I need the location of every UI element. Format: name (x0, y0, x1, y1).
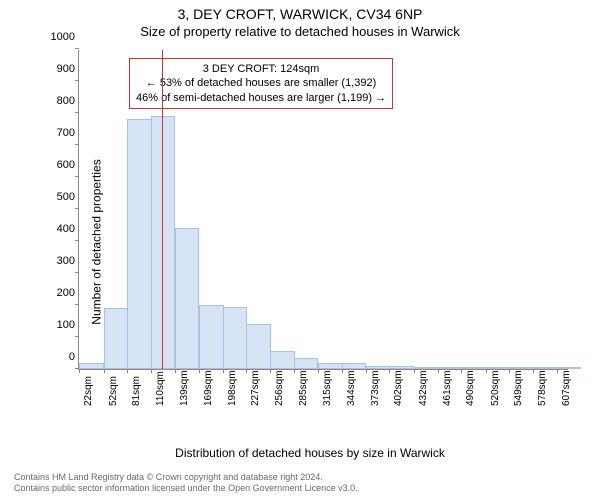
histogram-bar (246, 324, 271, 369)
x-tick-mark (246, 369, 247, 373)
y-tick-mark (75, 208, 79, 209)
x-tick-label: 344sqm (346, 370, 357, 406)
histogram-bar (318, 363, 343, 369)
x-tick-label: 52sqm (108, 376, 119, 406)
histogram-bar (199, 305, 224, 369)
x-tick-label: 402sqm (393, 370, 404, 406)
y-tick-label: 200 (43, 287, 75, 299)
x-tick-label: 198sqm (227, 370, 238, 406)
x-tick-mark (199, 369, 200, 373)
x-tick-mark (366, 369, 367, 373)
y-tick-label: 300 (43, 255, 75, 267)
y-tick-label: 100 (43, 319, 75, 331)
x-tick-mark (223, 369, 224, 373)
histogram-bar (486, 367, 511, 369)
x-tick-label: 81sqm (131, 376, 142, 406)
y-tick-mark (75, 240, 79, 241)
marker-line (162, 50, 163, 369)
page-title: 3, DEY CROFT, WARWICK, CV34 6NP (0, 6, 600, 22)
y-tick-mark (75, 304, 79, 305)
y-tick-label: 900 (43, 63, 75, 75)
y-tick-mark (75, 176, 79, 177)
x-tick-label: 169sqm (203, 370, 214, 406)
histogram-bar (509, 367, 534, 369)
histogram-bar (270, 351, 295, 369)
x-tick-mark (509, 369, 510, 373)
x-tick-label: 432sqm (418, 370, 429, 406)
y-tick-label: 600 (43, 159, 75, 171)
callout-line-2: ← 53% of detached houses are smaller (1,… (136, 76, 386, 90)
x-tick-mark (318, 369, 319, 373)
x-tick-mark (486, 369, 487, 373)
histogram-bar (461, 367, 486, 369)
x-tick-mark (414, 369, 415, 373)
y-tick-label: 500 (43, 191, 75, 203)
x-tick-mark (175, 369, 176, 373)
histogram-bar (557, 367, 582, 369)
x-axis-label: Distribution of detached houses by size … (40, 446, 580, 460)
footer-attribution: Contains HM Land Registry data © Crown c… (14, 472, 358, 495)
x-tick-label: 607sqm (561, 370, 572, 406)
x-tick-label: 227sqm (250, 370, 261, 406)
x-tick-label: 578sqm (537, 370, 548, 406)
y-tick-label: 800 (43, 95, 75, 107)
y-tick-label: 1000 (43, 31, 75, 43)
x-tick-mark (270, 369, 271, 373)
x-tick-label: 461sqm (442, 370, 453, 406)
y-tick-mark (75, 144, 79, 145)
callout-line-3: 46% of semi-detached houses are larger (… (136, 91, 386, 105)
x-tick-label: 22sqm (83, 376, 94, 406)
x-tick-label: 490sqm (465, 370, 476, 406)
y-tick-label: 0 (43, 351, 75, 363)
x-tick-mark (557, 369, 558, 373)
callout-line-1: 3 DEY CROFT: 124sqm (136, 62, 386, 76)
x-tick-mark (127, 369, 128, 373)
y-tick-mark (75, 80, 79, 81)
x-tick-mark (342, 369, 343, 373)
y-tick-mark (75, 272, 79, 273)
histogram-bar (414, 367, 439, 369)
x-tick-mark (533, 369, 534, 373)
x-tick-label: 285sqm (298, 370, 309, 406)
histogram-bar (175, 228, 200, 369)
x-tick-mark (79, 369, 80, 373)
title-block: 3, DEY CROFT, WARWICK, CV34 6NP Size of … (0, 0, 600, 39)
x-tick-label: 256sqm (274, 370, 285, 406)
histogram-bar (366, 366, 391, 369)
x-tick-label: 549sqm (513, 370, 524, 406)
y-tick-mark (75, 112, 79, 113)
x-tick-label: 520sqm (490, 370, 501, 406)
histogram-bar (294, 358, 319, 369)
histogram-bar (79, 363, 104, 369)
y-tick-mark (75, 336, 79, 337)
x-tick-label: 139sqm (179, 370, 190, 406)
histogram-bar (127, 119, 152, 369)
histogram-bar (223, 307, 248, 369)
x-tick-mark (294, 369, 295, 373)
footer-line-2: Contains public sector information licen… (14, 483, 358, 494)
footer-line-1: Contains HM Land Registry data © Crown c… (14, 472, 358, 483)
x-tick-label: 110sqm (155, 371, 166, 406)
x-tick-label: 373sqm (370, 370, 381, 406)
histogram-bar (438, 367, 463, 369)
marker-callout: 3 DEY CROFT: 124sqm ← 53% of detached ho… (129, 58, 393, 109)
x-tick-mark (389, 369, 390, 373)
histogram-bar (342, 363, 367, 369)
y-tick-label: 400 (43, 223, 75, 235)
y-tick-label: 700 (43, 127, 75, 139)
x-tick-mark (104, 369, 105, 373)
histogram-bar (104, 308, 129, 369)
histogram-bar (533, 367, 558, 369)
x-tick-label: 315sqm (322, 370, 333, 406)
histogram-bar (389, 366, 414, 369)
x-tick-mark (461, 369, 462, 373)
plot-area: 3 DEY CROFT: 124sqm ← 53% of detached ho… (78, 50, 568, 370)
x-tick-mark (438, 369, 439, 373)
page-subtitle: Size of property relative to detached ho… (0, 24, 600, 39)
chart-container: Number of detached properties 3 DEY CROF… (40, 44, 580, 440)
x-tick-mark (151, 369, 152, 373)
y-tick-mark (75, 48, 79, 49)
